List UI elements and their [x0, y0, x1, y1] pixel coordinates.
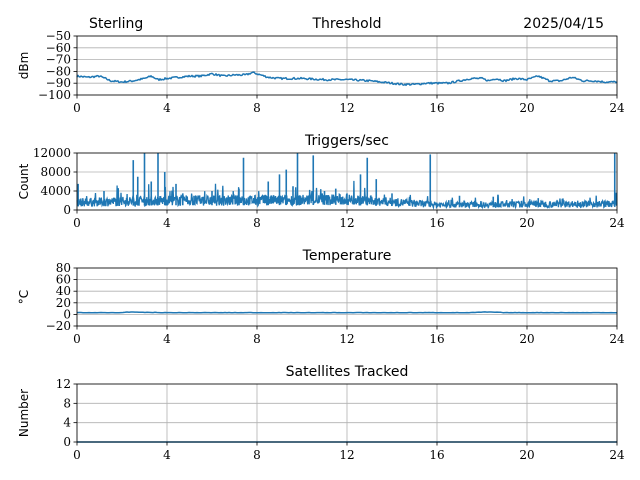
x-tick-label: 24	[609, 448, 625, 462]
x-tick-label: 8	[253, 448, 261, 462]
panel-1: 0 4 8 12 16 20 24 0 4000 8000 12000 Triggers/sec Cou…	[17, 133, 625, 230]
x-tick-label: 12	[339, 101, 354, 115]
x-tick-label: 20	[519, 101, 534, 115]
y-tick-label: 0	[63, 435, 71, 449]
x-tick-label: 12	[339, 332, 354, 346]
y-tick-label: 40	[56, 284, 71, 298]
series-line-0	[76, 311, 618, 314]
x-tick-label: 4	[163, 448, 171, 462]
panel-title: Temperature	[302, 248, 392, 264]
y-tick-label: 4000	[40, 184, 71, 198]
x-tick-label: 20	[519, 216, 534, 230]
panel-title: Satellites Tracked	[286, 364, 409, 380]
x-tick-label: 24	[609, 101, 625, 115]
panel-3: 0 4 8 12 16 20 24 0 4 8 12 Satellites Tracked Number	[17, 364, 625, 462]
y-tick-label: −50	[46, 29, 71, 43]
x-tick-label: 4	[163, 101, 171, 115]
x-tick-label: 0	[73, 101, 81, 115]
y-tick-label: 12000	[33, 146, 71, 160]
y-tick-label: −90	[46, 76, 71, 90]
panel-title: Threshold	[312, 16, 382, 32]
y-axis-label: Count	[17, 163, 31, 199]
y-tick-label: 20	[56, 296, 71, 310]
y-axis-label: dBm	[17, 52, 31, 80]
y-axis-label: Number	[17, 389, 31, 437]
y-tick-label: 80	[56, 261, 71, 275]
x-tick-label: 12	[339, 216, 354, 230]
y-tick-label: −70	[46, 53, 71, 67]
series-line-0	[76, 71, 618, 87]
x-tick-label: 16	[429, 332, 444, 346]
x-tick-label: 8	[253, 101, 261, 115]
y-tick-label: 60	[56, 273, 71, 287]
y-tick-label: −60	[46, 41, 71, 55]
y-tick-label: 4	[63, 416, 71, 430]
panel-0: 0 4 8 12 16 20 24 −100−90−80−70−60−50 Threshold d…	[17, 16, 625, 115]
y-tick-label: 0	[63, 307, 71, 321]
chart-panels: 0 4 8 12 16 20 24 −100−90−80−70−60−50 Threshold d…	[17, 16, 625, 462]
x-tick-label: 20	[519, 332, 534, 346]
x-tick-label: 20	[519, 448, 534, 462]
x-tick-label: 16	[429, 216, 444, 230]
y-tick-label: 8000	[40, 165, 71, 179]
panel-title: Triggers/sec	[304, 133, 389, 149]
y-tick-label: −20	[46, 319, 71, 333]
x-tick-label: 4	[163, 216, 171, 230]
y-axis-label: °C	[17, 290, 31, 304]
x-tick-label: 4	[163, 332, 171, 346]
x-tick-label: 8	[253, 216, 261, 230]
date-label: 2025/04/15	[523, 16, 604, 32]
y-tick-label: 8	[63, 396, 71, 410]
x-tick-label: 12	[339, 448, 354, 462]
y-tick-label: −100	[38, 88, 71, 102]
x-tick-label: 0	[73, 448, 81, 462]
x-tick-label: 0	[73, 332, 81, 346]
x-tick-label: 16	[429, 448, 444, 462]
x-tick-label: 24	[609, 216, 625, 230]
station-label: Sterling	[89, 16, 143, 32]
y-tick-label: 0	[63, 203, 71, 217]
x-tick-label: 24	[609, 332, 625, 346]
x-tick-label: 16	[429, 101, 444, 115]
x-tick-label: 0	[73, 216, 81, 230]
y-tick-label: 12	[56, 377, 71, 391]
x-tick-label: 8	[253, 332, 261, 346]
y-tick-label: −80	[46, 64, 71, 78]
